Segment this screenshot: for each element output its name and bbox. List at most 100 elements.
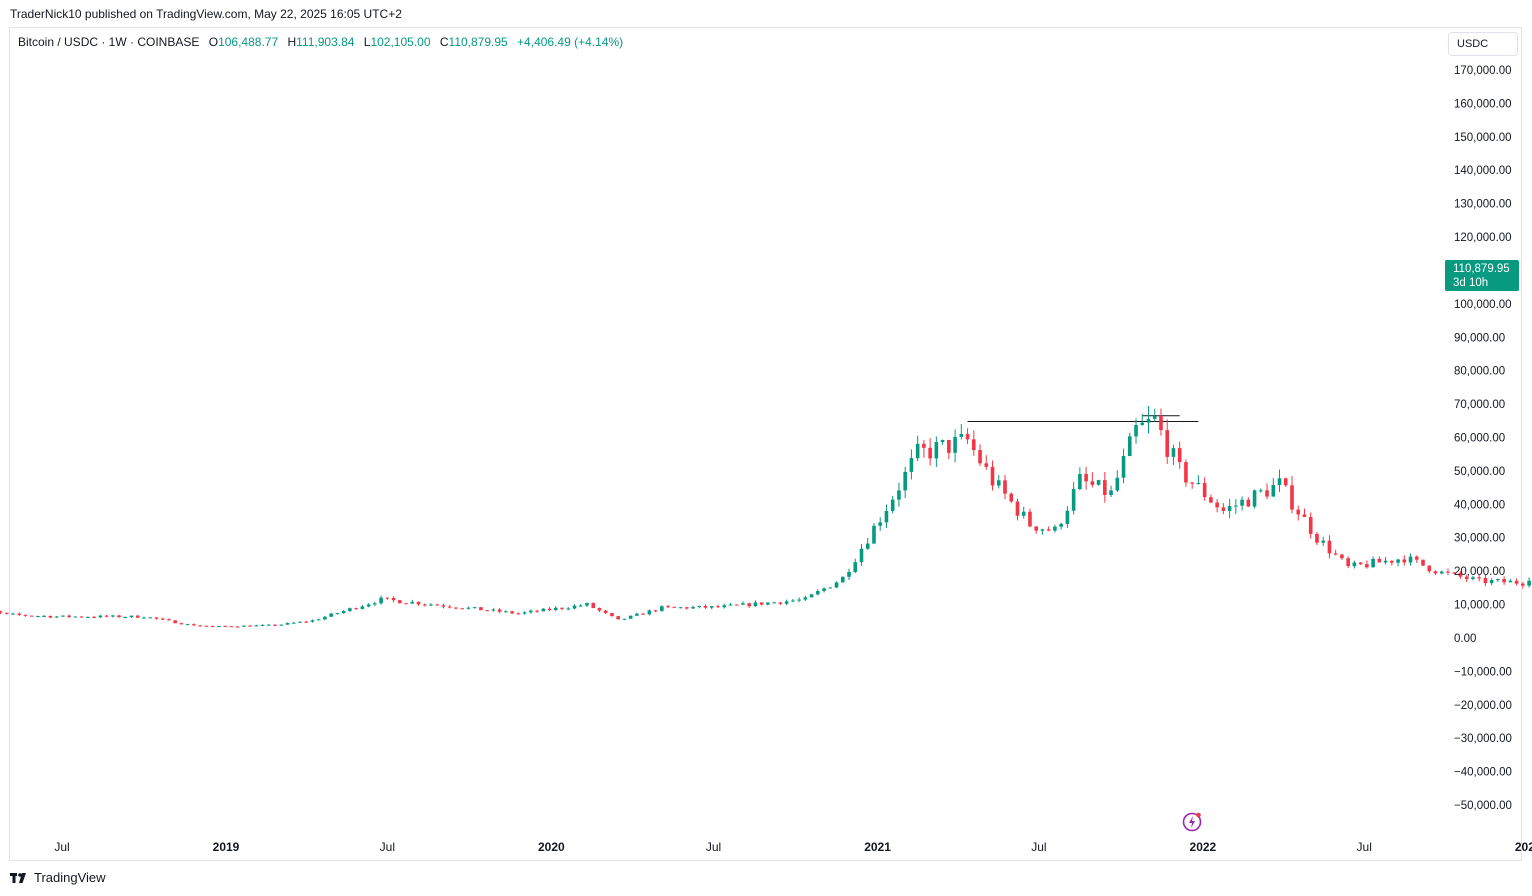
x-tick-label: 2022 — [1190, 840, 1217, 854]
candle-body — [54, 616, 59, 618]
candle-body — [1003, 480, 1007, 494]
candle-body — [1408, 556, 1413, 563]
candle-body — [304, 621, 309, 623]
candle-body — [666, 606, 670, 608]
candle-body — [1259, 490, 1263, 492]
x-tick-label: Jul — [380, 840, 395, 854]
candle-body — [903, 471, 907, 491]
change-value: +4,406.49 (+4.14%) — [517, 35, 624, 49]
symbol-title[interactable]: Bitcoin / USDC · 1W · COINBASE — [18, 35, 200, 49]
candle-body — [1234, 505, 1238, 507]
candle-body — [217, 625, 221, 627]
candle-body — [404, 603, 408, 605]
candle-body — [441, 605, 446, 607]
candle-body — [772, 602, 776, 604]
candle-body — [535, 610, 539, 612]
candle-body — [1196, 483, 1201, 485]
candle-body — [447, 606, 452, 608]
candle-body — [915, 443, 920, 459]
candle-body — [1165, 430, 1170, 457]
candle-body — [1340, 554, 1344, 559]
lightning-icon[interactable] — [1182, 810, 1204, 832]
candle-body — [1046, 529, 1051, 531]
x-tick-label: 2020 — [538, 840, 565, 854]
candle-body — [716, 606, 720, 608]
candle-body — [379, 597, 383, 604]
symbol-legend: Bitcoin / USDC · 1W · COINBASE O106,488.… — [18, 35, 623, 49]
candle-body — [572, 605, 577, 609]
candle-body — [235, 626, 240, 628]
candle-body — [410, 601, 415, 604]
x-tick-label: Jul — [1357, 840, 1372, 854]
candle-body — [273, 624, 277, 626]
y-tick-label: 30,000.00 — [1454, 533, 1505, 545]
candle-body — [1433, 571, 1438, 574]
candle-body — [1302, 514, 1307, 517]
candle-body — [872, 525, 876, 544]
candle-body — [117, 615, 121, 618]
candle-body — [1296, 509, 1301, 515]
candle-body — [766, 602, 770, 605]
y-tick-label: 150,000.00 — [1454, 132, 1512, 144]
candle-body — [0, 611, 3, 613]
candle-body — [454, 607, 458, 609]
candle-body — [1252, 490, 1257, 507]
candle-body — [1034, 526, 1038, 531]
candle-body — [173, 620, 177, 624]
candle-body — [809, 594, 814, 598]
open-label: O — [208, 35, 219, 49]
candle-body — [29, 615, 34, 617]
high-label: H — [287, 35, 297, 49]
chart-pane[interactable] — [9, 27, 1522, 861]
y-tick-label: 100,000.00 — [1454, 299, 1512, 311]
candle-body — [1215, 502, 1219, 508]
candle-body — [1527, 580, 1531, 586]
candle-body — [1177, 448, 1182, 463]
y-tick-label: 50,000.00 — [1454, 466, 1505, 478]
candle-body — [897, 490, 901, 500]
candle-body — [560, 607, 564, 609]
candle-body — [647, 610, 652, 615]
high-value: 111,903.84 — [296, 35, 355, 49]
candle-body — [1502, 579, 1506, 583]
y-tick-label: 10,000.00 — [1454, 600, 1505, 612]
footer-brand-label: TradingView — [34, 870, 106, 885]
candle-body — [797, 599, 801, 601]
candle-body — [229, 626, 234, 628]
candle-body — [360, 606, 365, 609]
candle-body — [11, 613, 15, 615]
candle-body — [585, 603, 589, 606]
candle-body — [192, 624, 196, 626]
candle-body — [1271, 484, 1276, 497]
currency-button[interactable]: USDC — [1448, 32, 1518, 56]
candle-body — [1308, 516, 1313, 534]
candle-body — [1489, 580, 1494, 584]
candle-body — [803, 597, 808, 600]
candle-body — [641, 613, 645, 615]
candle-body — [1103, 480, 1107, 495]
candle-body — [1096, 480, 1101, 485]
candle-body — [1078, 474, 1082, 490]
candle-body — [553, 607, 558, 611]
candle-body — [466, 607, 471, 609]
y-tick-label: 40,000.00 — [1454, 499, 1505, 511]
candle-body — [1053, 526, 1057, 531]
candle-body — [828, 587, 833, 589]
candle-body — [354, 608, 358, 610]
candle-body — [1390, 560, 1394, 563]
candle-body — [266, 624, 271, 626]
last-price-value: 110,879.95 — [1453, 263, 1510, 275]
y-tick-label: 20,000.00 — [1454, 566, 1505, 578]
candle-body — [1202, 483, 1207, 498]
candle-body — [185, 624, 190, 626]
candle-body — [504, 611, 508, 613]
candle-body — [1146, 418, 1151, 423]
y-tick-label: 160,000.00 — [1454, 98, 1512, 110]
candle-body — [341, 610, 346, 614]
candle-body — [953, 436, 957, 453]
footer-brand[interactable]: TradingView — [10, 870, 106, 885]
candle-body — [1521, 583, 1525, 586]
candle-body — [1184, 462, 1188, 483]
candle-body — [747, 603, 751, 607]
